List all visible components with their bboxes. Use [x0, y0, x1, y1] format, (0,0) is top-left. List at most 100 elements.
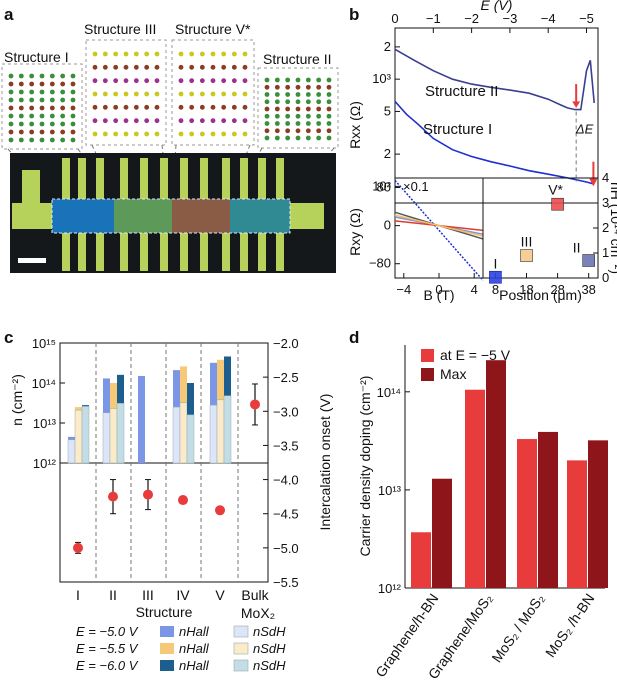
- atom: [295, 92, 301, 97]
- atom: [231, 51, 237, 57]
- atom: [295, 106, 301, 112]
- b-hall-tick-label: 4: [471, 282, 478, 297]
- atom: [49, 73, 55, 79]
- atom: [113, 118, 119, 124]
- c-category-label: Bulk: [241, 587, 269, 603]
- atom: [221, 51, 227, 57]
- atom: [144, 78, 150, 84]
- atom: [123, 91, 129, 97]
- contact-finger-top: [276, 158, 284, 199]
- atom: [316, 121, 322, 126]
- c-bar-nsdh: [216, 399, 225, 464]
- atom: [199, 51, 205, 57]
- atom: [189, 131, 195, 137]
- atom: [39, 81, 45, 87]
- atom: [113, 64, 119, 70]
- b-top-xlabel: E (V): [481, 0, 513, 13]
- d-bar: [465, 389, 485, 588]
- atom: [29, 73, 35, 79]
- contact-finger-top: [200, 158, 208, 199]
- b-top-ytick-label: 5: [384, 103, 391, 118]
- atom: [39, 137, 45, 143]
- b-top-tick-label: −5: [579, 11, 594, 26]
- c-legend-hall-label: nHall: [179, 641, 210, 656]
- atom: [18, 81, 24, 87]
- atom: [60, 97, 66, 103]
- atom: [305, 106, 311, 112]
- d-bar: [411, 532, 431, 588]
- c-legend-sdh-label: nSdH: [253, 624, 286, 639]
- atom: [178, 104, 184, 110]
- atom: [221, 91, 227, 97]
- atom: [8, 105, 14, 111]
- b-hall-series-line: [394, 214, 484, 237]
- c-bar-nsdh: [209, 404, 218, 464]
- atom: [221, 78, 227, 84]
- c-legend-swatch-sdh: [233, 625, 249, 638]
- atom: [70, 137, 76, 143]
- atom: [39, 113, 45, 119]
- c-bar-nsdh: [74, 409, 83, 464]
- atom: [154, 64, 160, 70]
- atom: [92, 64, 98, 70]
- atom: [326, 84, 332, 90]
- d-bar: [432, 478, 452, 588]
- d-category-label: MoS₂ /h-BN: [542, 591, 597, 661]
- panel-label-b: b: [349, 5, 359, 24]
- atom: [133, 104, 139, 110]
- atom: [92, 78, 98, 84]
- d-bar: [588, 440, 608, 588]
- b-arrow-2-head: [589, 178, 598, 187]
- atom: [154, 104, 160, 110]
- b-arrow-1-head: [572, 101, 581, 108]
- contact-lead: [22, 170, 40, 203]
- d-category-label: MoS₂ / MoS₂: [488, 591, 547, 666]
- d-legend-label: at E = −5 V: [440, 347, 511, 363]
- atom: [49, 89, 55, 95]
- structure-box-5: [171, 39, 255, 146]
- d-bar: [517, 439, 537, 588]
- c-onset-point: [108, 491, 118, 502]
- scale-bar: [18, 258, 46, 263]
- atom: [274, 121, 280, 126]
- atom: [264, 135, 270, 141]
- b-hall-tick-label: 0: [435, 282, 442, 297]
- contact-finger-top: [62, 158, 70, 199]
- b-position-ytick-label: 4: [602, 170, 609, 185]
- atom: [199, 64, 205, 70]
- atom: [178, 91, 184, 97]
- c-category-label: IV: [176, 587, 190, 603]
- atom: [264, 77, 270, 83]
- atom: [70, 89, 76, 95]
- atom: [18, 73, 24, 79]
- atom: [70, 121, 76, 127]
- c-legend-sdh-label: nSdH: [253, 641, 286, 656]
- atom: [242, 104, 248, 110]
- atom: [305, 135, 311, 141]
- contact-finger-bottom: [240, 233, 248, 271]
- atom: [178, 51, 184, 57]
- atom: [326, 92, 332, 97]
- atom: [326, 99, 332, 105]
- atom: [49, 113, 55, 119]
- panel-label-c: c: [4, 328, 13, 347]
- atom: [221, 118, 227, 124]
- atom: [133, 118, 139, 124]
- contact-finger-bottom: [222, 233, 230, 271]
- atom: [49, 81, 55, 87]
- c-legend-swatch-sdh: [233, 659, 249, 672]
- c-category-label: II: [109, 587, 117, 603]
- structure-box-3: [85, 39, 167, 146]
- atom: [70, 129, 76, 135]
- atom: [39, 129, 45, 135]
- atom: [178, 78, 184, 84]
- atom: [8, 97, 14, 103]
- b-top-ytick-label: 2: [384, 146, 391, 161]
- atom: [285, 92, 291, 97]
- atom: [316, 135, 322, 141]
- panel-label-d: d: [349, 328, 359, 347]
- atom: [154, 118, 160, 124]
- channel-region-5: [172, 199, 230, 233]
- atom: [274, 92, 280, 97]
- contact-finger-bottom: [78, 233, 86, 271]
